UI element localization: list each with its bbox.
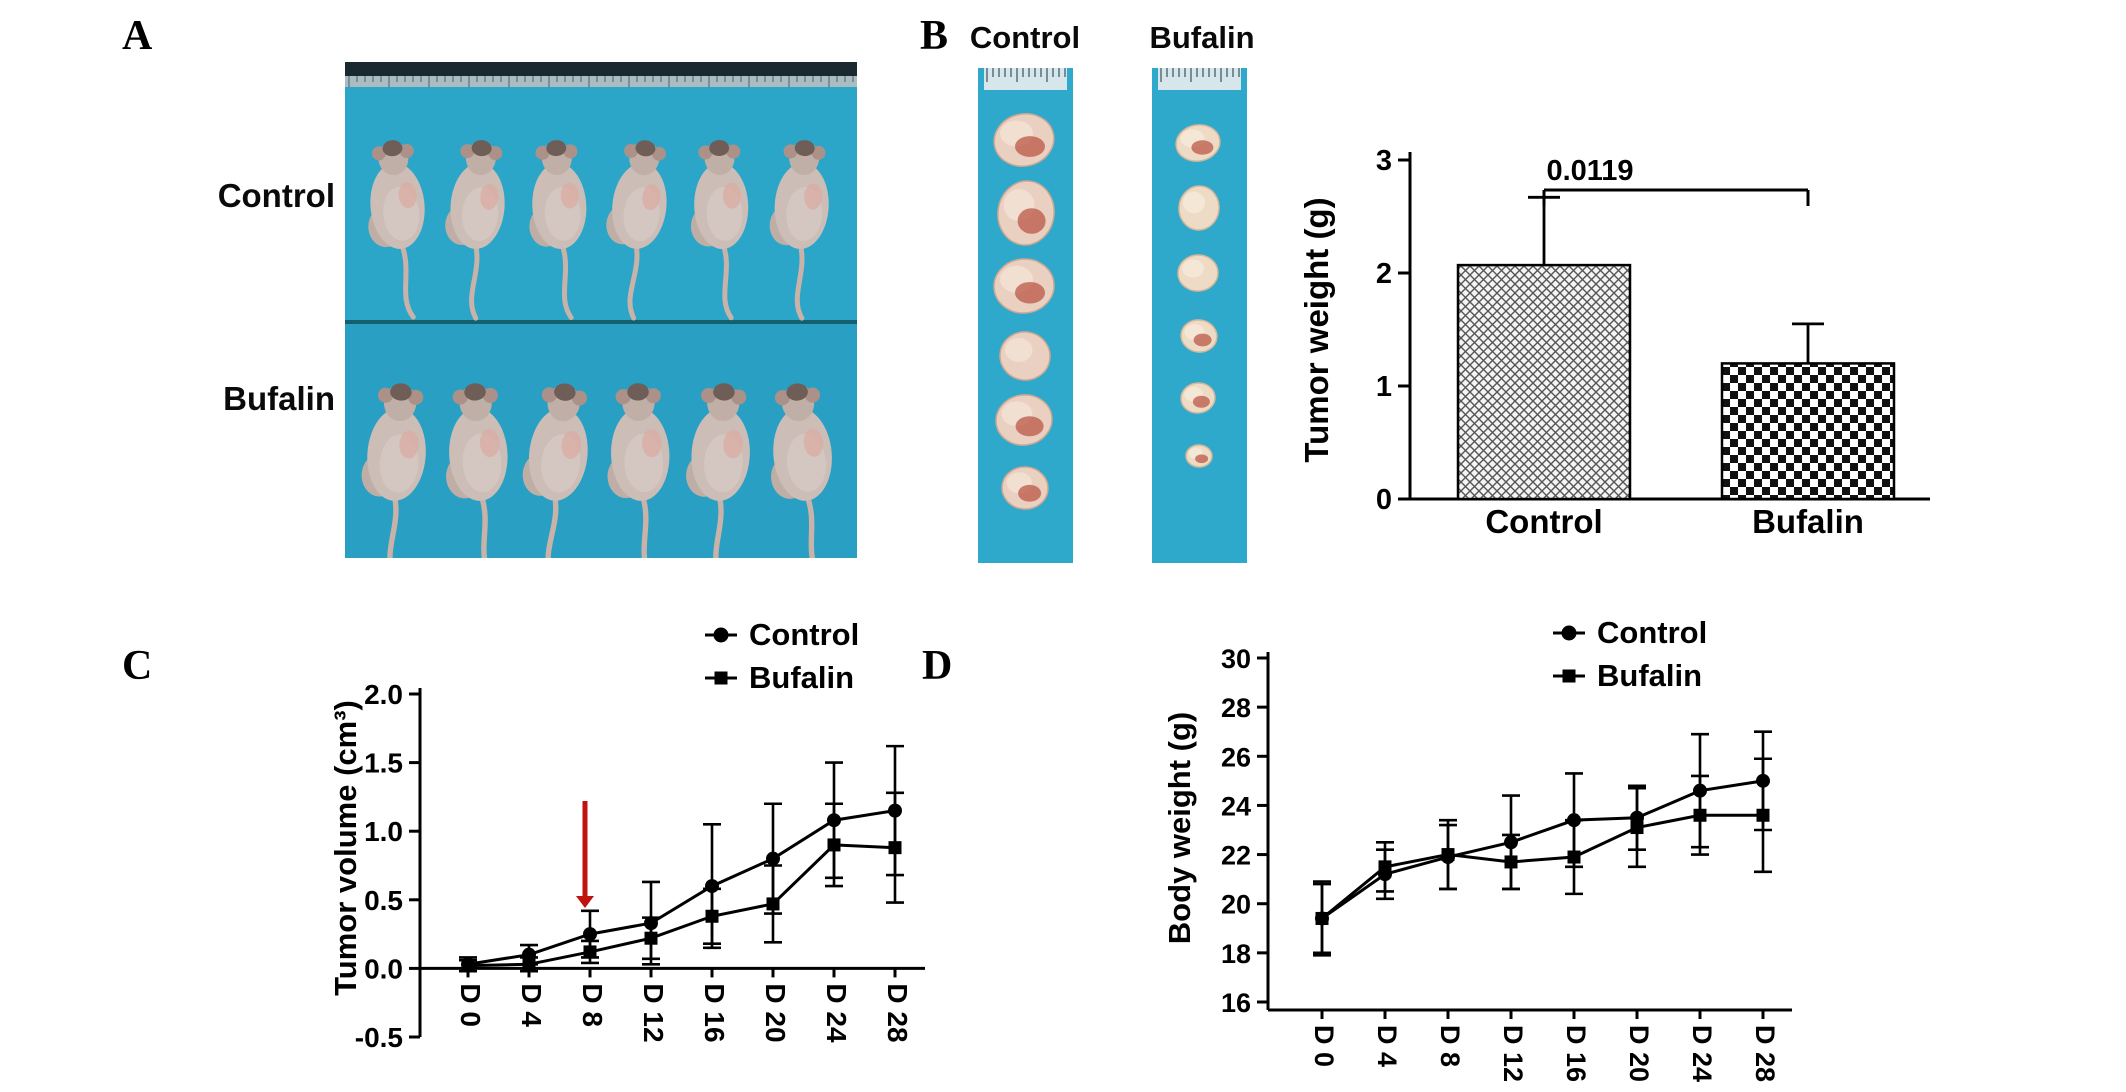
- x-tick-label: D 24: [821, 983, 852, 1043]
- tumor-volume-line-chart: -0.5 0.0 0.5 1.0 1.5 2.0 D 0 D 4 D 8 D 12 D 16 D 20…: [328, 617, 925, 1053]
- y-tick-label: 0.0: [364, 953, 403, 984]
- axes: [409, 688, 925, 1039]
- y-axis-title: Tumor volume (cm³): [328, 700, 363, 996]
- x-tick-label: D 0: [455, 983, 486, 1027]
- y-tick-label: 24: [1221, 791, 1251, 821]
- legend-label: Bufalin: [749, 660, 854, 695]
- series-bufalin: [1313, 757, 1772, 957]
- x-tick-label: D 20: [760, 983, 791, 1042]
- y-tick-label: 30: [1221, 644, 1251, 674]
- bar-bufalin: [1720, 362, 1896, 501]
- legend-label: Control: [749, 617, 859, 652]
- p-value: 0.0119: [1546, 155, 1633, 187]
- panel-a-letter: A: [122, 13, 153, 59]
- x-tick-label: D 20: [1624, 1025, 1654, 1082]
- panel-b-bufalin-header: Bufalin: [1149, 20, 1255, 55]
- legend: Control Bufalin: [1553, 615, 1707, 693]
- panel-d-letter: D: [922, 643, 953, 689]
- y-tick-label: 22: [1221, 841, 1251, 871]
- y-tick-label: 0: [1376, 484, 1392, 516]
- panel-b-control-header: Control: [969, 20, 1081, 55]
- y-tick-label: 16: [1221, 988, 1251, 1018]
- tumor-photo-bufalin: [1152, 68, 1247, 563]
- x-tick-label: D 0: [1309, 1025, 1339, 1067]
- bar-category-label: Bufalin: [1752, 503, 1864, 540]
- y-tick-label: 2.0: [364, 679, 403, 710]
- x-tick-label: D 16: [699, 983, 730, 1042]
- x-tick-label: D 28: [1750, 1025, 1780, 1082]
- x-tick-label: D 8: [1435, 1025, 1465, 1067]
- bar-category-label: Control: [1485, 503, 1602, 540]
- treatment-start-arrow: [576, 801, 594, 908]
- y-axis-title: Tumor weight (g): [1298, 197, 1335, 462]
- x-tick-label: D 12: [1498, 1025, 1528, 1082]
- y-tick-label: 1.0: [364, 816, 403, 847]
- axes: [1257, 652, 1792, 1019]
- y-tick-label: -0.5: [355, 1022, 403, 1053]
- panel-a-bufalin-label: Bufalin: [223, 380, 335, 417]
- y-tick-label: 0.5: [364, 885, 403, 916]
- series-bufalin: [459, 791, 904, 973]
- series-control: [459, 744, 904, 973]
- y-tick-label: 20: [1221, 890, 1251, 920]
- x-tick-label: D 24: [1687, 1025, 1717, 1082]
- panel-a-control-label: Control: [217, 177, 335, 214]
- mice-photo: [345, 62, 857, 558]
- y-tick-label: 26: [1221, 742, 1251, 772]
- x-tick-label: D 4: [516, 983, 547, 1027]
- x-tick-label: D 8: [577, 983, 608, 1027]
- x-tick-label: D 28: [882, 983, 913, 1042]
- y-tick-label: 1: [1376, 371, 1392, 403]
- y-tick-label: 2: [1376, 258, 1392, 290]
- tumor-photo-control: [978, 68, 1073, 563]
- x-tick-label: D 16: [1561, 1025, 1591, 1082]
- panel-b-letter: B: [920, 13, 949, 59]
- legend-label: Bufalin: [1597, 658, 1702, 693]
- y-tick-label: 18: [1221, 939, 1251, 969]
- y-tick-label: 3: [1376, 145, 1392, 177]
- tumor-weight-bar-chart: 0 1 2 3 Tumor weight (g) Control Bufalin 0.0119: [1298, 145, 1930, 540]
- y-tick-label: 28: [1221, 693, 1251, 723]
- legend-label: Control: [1597, 615, 1707, 650]
- legend: Control Bufalin: [705, 617, 859, 695]
- y-axis-title: Body weight (g): [1162, 712, 1197, 944]
- panel-c-letter: C: [122, 643, 153, 689]
- body-weight-line-chart: 16 18 20 22 24 26 28 30 D 0 D 4 D 8 D 12 D 16 D 20 D 2…: [1162, 615, 1792, 1082]
- x-tick-label: D 12: [638, 983, 669, 1042]
- y-tick-label: 1.5: [364, 748, 403, 779]
- bar-control: [1456, 263, 1632, 501]
- x-tick-label: D 4: [1372, 1025, 1402, 1067]
- arrow-head-icon: [576, 896, 594, 908]
- significance-bracket: [1542, 188, 1810, 206]
